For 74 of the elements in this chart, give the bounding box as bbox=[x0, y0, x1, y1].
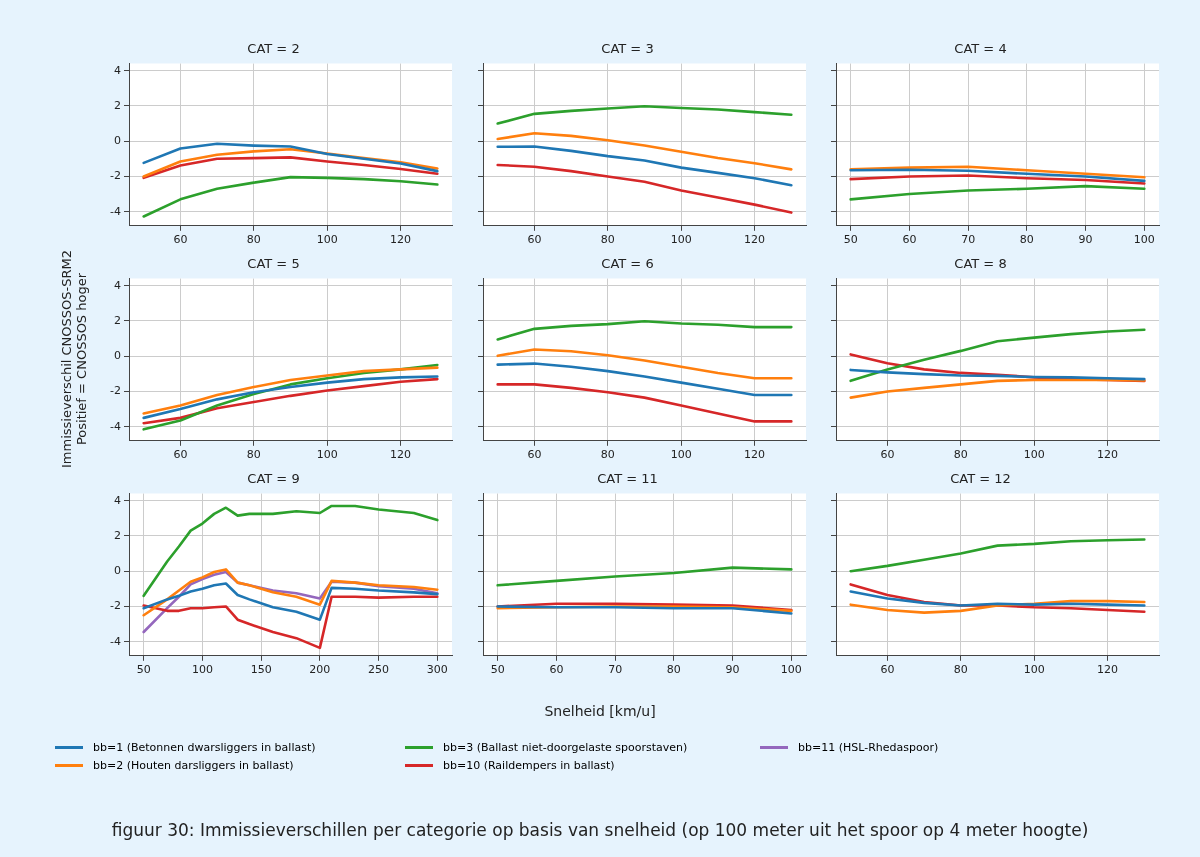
x-tick-label: 80 bbox=[246, 448, 261, 462]
x-tick-label: 80 bbox=[1019, 233, 1034, 247]
x-tick-label: 60 bbox=[527, 448, 542, 462]
y-tick-label: -2 bbox=[110, 169, 121, 183]
x-tick-label: 70 bbox=[608, 663, 623, 677]
x-tick-label: 50 bbox=[136, 663, 151, 677]
legend-label: bb=11 (HSL-Rhedaspoor) bbox=[798, 740, 939, 754]
y-tick-label: 0 bbox=[114, 349, 121, 363]
x-tick-label: 80 bbox=[953, 663, 968, 677]
x-tick-label: 100 bbox=[670, 448, 692, 462]
x-tick-label: 100 bbox=[316, 233, 338, 247]
x-tick-label: 100 bbox=[316, 448, 338, 462]
chart-title: CAT = 4 bbox=[954, 41, 1007, 57]
legend-label: bb=10 (Raildempers in ballast) bbox=[443, 758, 615, 772]
x-tick-label: 250 bbox=[368, 663, 390, 677]
x-tick-label: 120 bbox=[744, 233, 766, 247]
x-tick-label: 100 bbox=[780, 663, 802, 677]
x-tick-label: 100 bbox=[670, 233, 692, 247]
x-axis-title: Snelheid [km/u] bbox=[543, 703, 657, 719]
x-tick-label: 100 bbox=[1023, 663, 1045, 677]
x-tick-label: 70 bbox=[961, 233, 976, 247]
x-tick-label: 80 bbox=[246, 233, 261, 247]
y-tick-label: 0 bbox=[114, 564, 121, 578]
x-tick-label: 60 bbox=[173, 233, 188, 247]
chart-title: CAT = 5 bbox=[247, 256, 300, 272]
y-tick-label: 4 bbox=[114, 63, 121, 77]
x-tick-label: 300 bbox=[426, 663, 448, 677]
chart-title: CAT = 8 bbox=[954, 256, 1007, 272]
chart-title: CAT = 6 bbox=[601, 256, 654, 272]
x-tick-label: 90 bbox=[1078, 233, 1093, 247]
x-tick-label: 60 bbox=[902, 233, 917, 247]
y-axis-title: Immissieverschil CNOSSOS-SRM2 Positief = CNOSSOS hoger bbox=[59, 249, 89, 470]
x-tick-label: 120 bbox=[390, 233, 412, 247]
x-tick-label: 90 bbox=[725, 663, 740, 677]
x-tick-label: 100 bbox=[191, 663, 213, 677]
legend-label: bb=1 (Betonnen dwarsliggers in ballast) bbox=[93, 740, 316, 754]
x-tick-label: 80 bbox=[600, 448, 615, 462]
legend-label: bb=2 (Houten darsliggers in ballast) bbox=[93, 758, 294, 772]
x-tick-label: 60 bbox=[880, 663, 895, 677]
chart-title: CAT = 12 bbox=[950, 471, 1011, 487]
x-tick-label: 60 bbox=[527, 233, 542, 247]
x-tick-label: 50 bbox=[490, 663, 505, 677]
y-tick-label: 4 bbox=[114, 493, 121, 507]
x-tick-label: 100 bbox=[1133, 233, 1155, 247]
chart-title: CAT = 3 bbox=[601, 41, 654, 57]
x-tick-label: 60 bbox=[549, 663, 564, 677]
y-tick-label: 2 bbox=[114, 528, 121, 542]
x-tick-label: 80 bbox=[666, 663, 681, 677]
x-tick-label: 120 bbox=[1097, 663, 1119, 677]
y-tick-label: -4 bbox=[110, 419, 121, 433]
x-tick-label: 120 bbox=[744, 448, 766, 462]
x-tick-label: 50 bbox=[843, 233, 858, 247]
chart-title: CAT = 11 bbox=[597, 471, 658, 487]
text: figuur 30: Immissieverschillen per categorie op basis van snelheid (op 100 meter uit het spoor op 4 meter hoogte) bbox=[110, 820, 1090, 840]
x-tick-label: 80 bbox=[600, 233, 615, 247]
y-tick-label: -4 bbox=[110, 634, 121, 648]
y-tick-label: -2 bbox=[110, 599, 121, 613]
x-tick-label: 120 bbox=[390, 448, 412, 462]
y-tick-label: 2 bbox=[114, 313, 121, 327]
y-tick-label: 4 bbox=[114, 278, 121, 292]
x-tick-label: 80 bbox=[953, 448, 968, 462]
y-tick-label: -2 bbox=[110, 384, 121, 398]
x-tick-label: 60 bbox=[173, 448, 188, 462]
y-tick-label: 0 bbox=[114, 134, 121, 148]
y-tick-label: -4 bbox=[110, 204, 121, 218]
x-tick-label: 120 bbox=[1097, 448, 1119, 462]
x-tick-label: 60 bbox=[880, 448, 895, 462]
y-tick-label: 2 bbox=[114, 98, 121, 112]
x-tick-label: 200 bbox=[309, 663, 331, 677]
x-tick-label: 150 bbox=[250, 663, 272, 677]
x-tick-label: 100 bbox=[1023, 448, 1045, 462]
chart-title: CAT = 9 bbox=[247, 471, 300, 487]
legend-label: bb=3 (Ballast niet-doorgelaste spoorstaven) bbox=[443, 740, 688, 754]
chart-title: CAT = 2 bbox=[247, 41, 300, 57]
